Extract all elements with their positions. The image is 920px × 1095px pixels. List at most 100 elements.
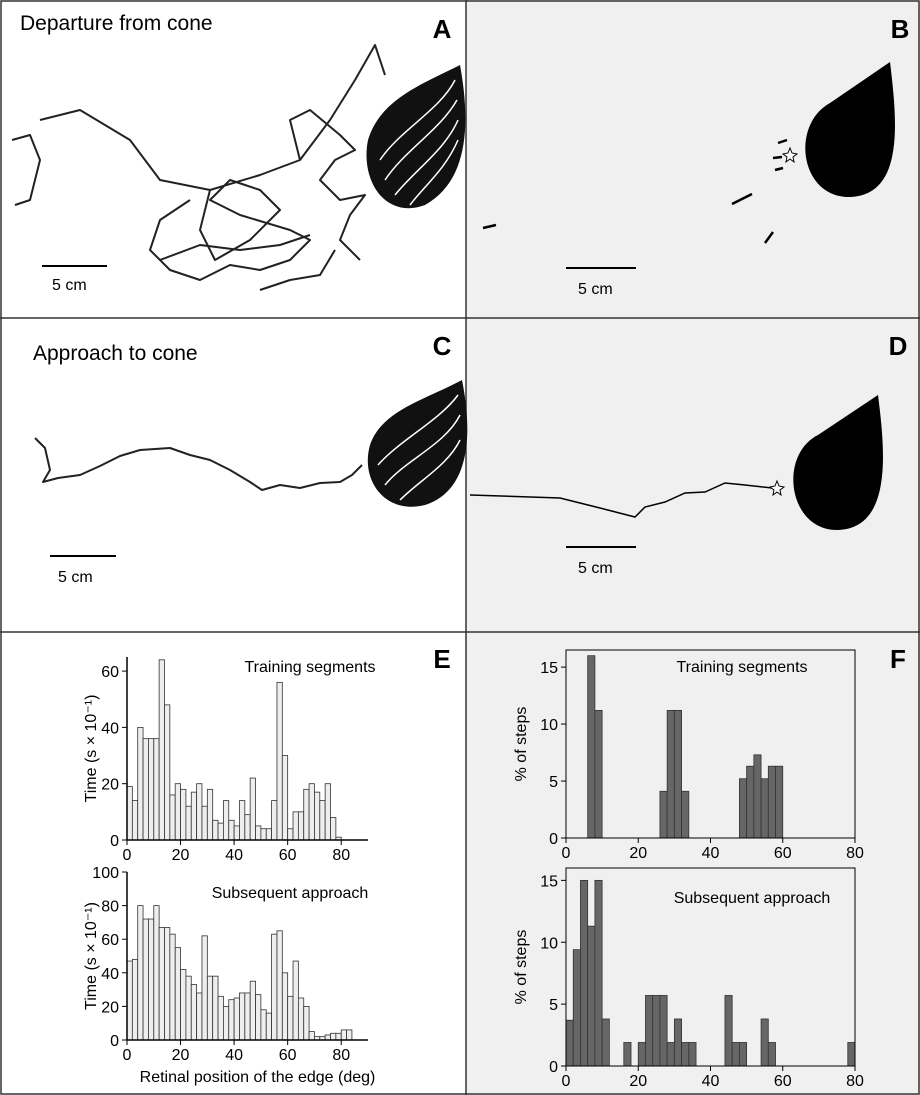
bar [126,960,133,1041]
bar [244,814,251,841]
bar [212,819,219,841]
bar [760,1018,769,1067]
star-marker [781,146,799,164]
bar [637,1042,646,1067]
bar [244,992,251,1041]
bar [565,1019,574,1067]
bar [222,1006,230,1041]
bar [330,817,337,841]
x-tick-label: 80 [332,1047,350,1064]
cone [805,62,895,198]
bar [249,980,256,1041]
bar [340,1029,347,1041]
x-tick-label: 0 [123,847,132,864]
bar [572,949,581,1067]
x-tick-label: 20 [629,1073,647,1090]
bar [249,777,256,841]
x-tick-label: 20 [629,845,647,862]
x-tick-label: 20 [172,1047,190,1064]
y-tick-label: 40 [101,720,119,737]
y-tick-label: 20 [101,999,119,1016]
bar [739,778,748,839]
bar [260,828,267,841]
bar [724,995,733,1067]
bar [324,1034,331,1041]
y-tick-label: 15 [540,873,558,890]
bar [681,1042,690,1067]
bar [739,1042,748,1067]
bar [174,783,181,841]
bar [185,805,192,841]
bar [164,927,171,1041]
bar [746,765,755,839]
y-axis-label: Time (s × 10⁻¹) [83,695,100,803]
bar [303,788,310,841]
x-tick-label: 40 [225,847,243,864]
bar [292,811,299,841]
bar [190,984,198,1041]
bar [131,800,139,841]
bar [206,788,214,841]
panel-title: Departure from cone [20,12,213,35]
bar [255,994,262,1041]
cone [793,395,883,531]
bar [767,765,776,839]
y-tick-label: 0 [110,1033,119,1050]
bar [767,1042,776,1067]
cone-stripes [377,394,461,501]
bar [228,819,235,841]
cone [367,380,468,507]
panel-label: F [890,644,906,674]
bar [196,992,203,1041]
chart-title: Subsequent approach [212,885,369,902]
bar [196,783,203,841]
y-tick-label: 20 [101,777,119,794]
bar [666,1042,675,1067]
bar [255,825,262,841]
bar [324,783,331,841]
x-tick-label: 80 [846,845,864,862]
bar [308,783,315,841]
bar [239,992,246,1041]
bar [281,972,289,1041]
bar [276,681,283,841]
bar [292,960,299,1041]
x-tick-label: 20 [172,847,190,864]
bar [753,754,762,839]
bar [681,790,690,839]
track [469,482,773,518]
bar [153,905,160,1041]
bar [142,738,149,841]
panel-title: Approach to cone [33,342,198,365]
track-fragments [482,138,788,244]
bar [652,995,661,1067]
bar [287,995,294,1041]
chart-title: Subsequent approach [674,890,831,907]
y-tick-label: 40 [101,966,119,983]
bar [137,905,144,1041]
bar [201,805,208,841]
y-axis-label: % of steps [513,930,530,1005]
bar [594,879,603,1067]
bar [297,997,305,1041]
y-tick-label: 0 [549,1059,558,1076]
bar [601,1018,610,1067]
bar [673,709,682,839]
bar [731,1042,740,1067]
y-axis-label: Time (s × 10⁻¹) [83,902,100,1010]
x-tick-label: 80 [846,1073,864,1090]
bar [158,659,165,841]
bar [148,918,155,1041]
x-tick-label: 40 [702,1073,720,1090]
bar [587,655,596,839]
bar [580,879,589,1067]
x-tick-label: 0 [123,1047,132,1064]
bar [303,1006,310,1041]
bar [217,995,224,1041]
bar [623,1042,632,1067]
cone-stripes [379,79,459,206]
scale-label: 5 cm [578,560,613,577]
panel-label: A [433,14,452,44]
bar [645,995,654,1067]
